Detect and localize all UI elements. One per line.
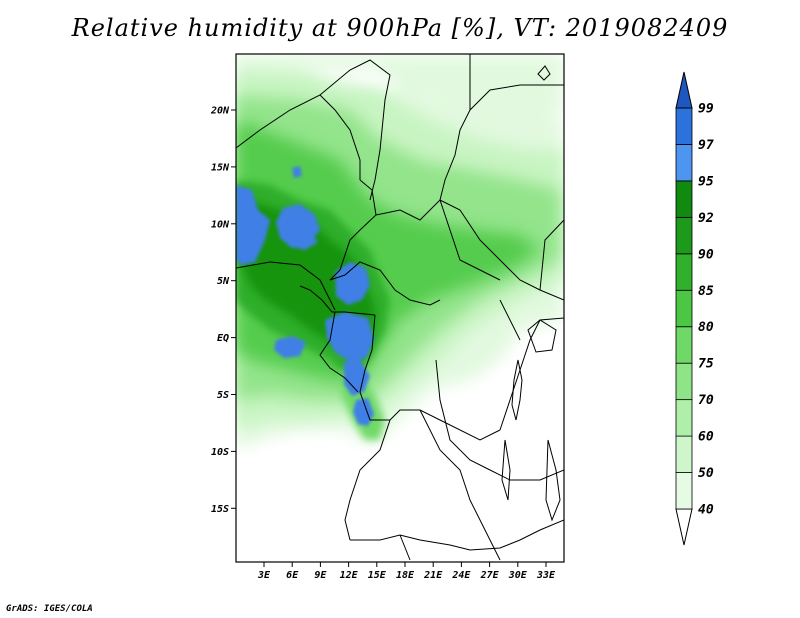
map-frame [235,53,565,563]
map-title: Relative humidity at 900hPa [%], VT: 201… [71,14,729,42]
lon-label: 3E [257,570,271,581]
colorbar-label: 95 [698,174,714,189]
colorbar-bin [675,435,693,473]
lat-label: 5S [217,390,229,401]
colorbar-bin [675,144,693,182]
colorbar-bin [675,289,693,328]
lon-label: 18E [396,570,415,581]
lon-label: 27E [480,570,500,581]
colorbar-label: 97 [698,138,714,153]
colorbar: 40 50 60 70 75 80 85 90 92 95 97 99 [675,71,714,546]
colorbar-label: 75 [698,357,714,372]
colorbar-bin [675,216,693,255]
lat-label: 5N [217,276,230,287]
lat-label: 10N [211,219,230,230]
colorbar-bin [675,71,693,109]
colorbar-bin [675,253,693,291]
country-borders [236,54,564,561]
lakes [501,65,561,522]
lat-label: EQ [217,333,229,344]
lon-label: 21E [423,570,443,581]
lat-label: 20N [210,106,230,117]
longitude-axis: 3E 6E 9E 12E 15E 18E 21E 24E 27E 30E 33E [257,562,556,581]
colorbar-label: 60 [698,430,714,445]
colorbar-label: 92 [698,211,714,226]
colorbar-bin [675,362,693,401]
colorbar-label: 85 [698,284,714,299]
lat-label: 10S [211,447,229,458]
lat-label: 15N [211,162,230,173]
humidity-field [236,54,564,562]
lon-label: 6E [286,570,299,581]
lat-label: 15S [211,504,229,515]
colorbar-bin [675,326,693,364]
colorbar-label: 70 [698,393,714,408]
humidity-high-patches [236,166,374,426]
colorbar-label: 99 [698,102,714,117]
latitude-axis: 20N 15N 10N 5N EQ 5S 10S 15S [210,106,236,515]
lon-label: 33E [536,570,556,581]
lon-label: 30E [508,570,528,581]
colorbar-label: 80 [698,320,714,335]
lon-label: 9E [314,570,327,581]
lon-label: 12E [340,570,359,581]
colorbar-bin [675,508,693,546]
colorbar-bin [675,107,693,145]
grads-credit: GrADS: IGES/COLA [6,604,93,614]
lon-label: 24E [451,570,471,581]
colorbar-label: 40 [698,503,714,518]
lon-label: 15E [368,570,387,581]
colorbar-bin [675,472,693,510]
colorbar-label: 90 [698,247,714,262]
colorbar-label: 50 [698,466,714,481]
colorbar-bin [675,399,693,437]
colorbar-bin [675,180,693,218]
